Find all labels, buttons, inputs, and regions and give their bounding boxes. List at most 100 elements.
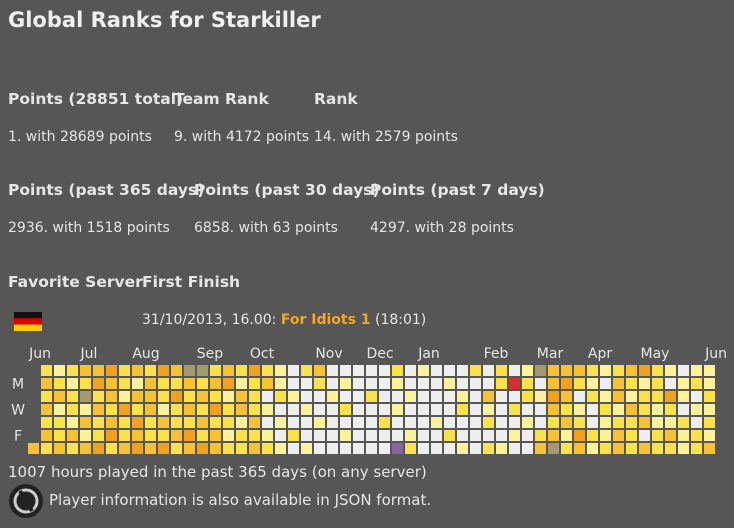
day-cell bbox=[418, 430, 429, 441]
day-cell bbox=[236, 430, 247, 441]
day-cell bbox=[249, 417, 260, 428]
day-cell bbox=[184, 430, 195, 441]
day-cell bbox=[132, 378, 143, 389]
day-cell bbox=[639, 365, 650, 376]
month-label: Dec bbox=[366, 346, 393, 362]
day-cell bbox=[223, 378, 234, 389]
day-cell bbox=[366, 430, 377, 441]
day-cell bbox=[405, 404, 416, 415]
day-cell bbox=[522, 443, 533, 454]
day-cell bbox=[132, 365, 143, 376]
day-cell bbox=[158, 417, 169, 428]
day-cell bbox=[483, 378, 494, 389]
day-cell bbox=[574, 365, 585, 376]
day-cell bbox=[444, 378, 455, 389]
day-cell bbox=[561, 417, 572, 428]
rank-value: 14. with 2579 points bbox=[314, 129, 458, 145]
day-cell bbox=[249, 443, 260, 454]
rank-header: Rank bbox=[314, 90, 358, 108]
day-cell bbox=[288, 430, 299, 441]
day-cell bbox=[93, 365, 104, 376]
section-header: First Finish bbox=[142, 273, 241, 291]
day-cell bbox=[652, 430, 663, 441]
day-cell bbox=[483, 391, 494, 402]
day-cell bbox=[678, 404, 689, 415]
day-cell bbox=[418, 417, 429, 428]
day-cell bbox=[366, 404, 377, 415]
day-cell bbox=[223, 443, 234, 454]
day-cell bbox=[392, 443, 403, 454]
day-cell bbox=[145, 365, 156, 376]
day-cell bbox=[67, 417, 78, 428]
finish-map[interactable]: For Idiots 1 bbox=[280, 312, 371, 328]
day-cell bbox=[444, 391, 455, 402]
day-cell bbox=[171, 404, 182, 415]
rank-header: Points (past 365 days) bbox=[8, 181, 205, 199]
day-cell bbox=[249, 404, 260, 415]
day-cell bbox=[158, 391, 169, 402]
day-cell bbox=[626, 417, 637, 428]
day-cell bbox=[67, 443, 78, 454]
day-cell bbox=[314, 417, 325, 428]
day-cell bbox=[561, 378, 572, 389]
day-cell bbox=[587, 443, 598, 454]
day-cell bbox=[431, 443, 442, 454]
day-cell bbox=[353, 417, 364, 428]
day-cell bbox=[678, 430, 689, 441]
rank-value: 6858. with 63 points bbox=[194, 220, 338, 236]
day-cell bbox=[366, 443, 377, 454]
rank-value: 2936. with 1518 points bbox=[8, 220, 170, 236]
day-cell bbox=[210, 443, 221, 454]
day-cell bbox=[236, 417, 247, 428]
day-cell bbox=[652, 391, 663, 402]
day-cell bbox=[327, 430, 338, 441]
day-cell bbox=[262, 378, 273, 389]
day-cell bbox=[67, 365, 78, 376]
month-label: Jul bbox=[80, 346, 98, 362]
day-cell bbox=[509, 443, 520, 454]
day-cell bbox=[184, 378, 195, 389]
day-cell bbox=[431, 404, 442, 415]
day-cell bbox=[444, 404, 455, 415]
day-cell bbox=[548, 391, 559, 402]
day-cell bbox=[626, 378, 637, 389]
day-cell bbox=[392, 391, 403, 402]
day-cell bbox=[80, 417, 91, 428]
day-cell bbox=[41, 391, 52, 402]
day-cell bbox=[54, 417, 65, 428]
day-cell bbox=[301, 391, 312, 402]
day-cell bbox=[522, 391, 533, 402]
day-cell bbox=[119, 430, 130, 441]
day-cell bbox=[392, 404, 403, 415]
day-cell bbox=[613, 404, 624, 415]
day-cell bbox=[431, 430, 442, 441]
day-cell bbox=[106, 417, 117, 428]
day-cell bbox=[171, 391, 182, 402]
day-cell bbox=[197, 417, 208, 428]
day-cell bbox=[54, 378, 65, 389]
day-cell bbox=[249, 391, 260, 402]
day-cell bbox=[535, 365, 546, 376]
day-cell bbox=[496, 391, 507, 402]
day-cell bbox=[600, 430, 611, 441]
day-cell bbox=[353, 378, 364, 389]
day-cell bbox=[561, 391, 572, 402]
day-cell bbox=[314, 365, 325, 376]
month-label: Feb bbox=[484, 346, 509, 362]
day-cell bbox=[41, 430, 52, 441]
day-cell bbox=[691, 417, 702, 428]
day-cell bbox=[431, 391, 442, 402]
day-cell bbox=[379, 430, 390, 441]
day-cell bbox=[119, 404, 130, 415]
day-cell bbox=[587, 417, 598, 428]
day-cell bbox=[327, 391, 338, 402]
day-cell bbox=[262, 391, 273, 402]
json-icon[interactable] bbox=[8, 483, 44, 519]
title: Global Ranks for Starkiller bbox=[8, 8, 321, 32]
day-cell bbox=[301, 430, 312, 441]
day-cell bbox=[236, 443, 247, 454]
day-cell bbox=[613, 365, 624, 376]
day-cell bbox=[639, 443, 650, 454]
day-cell bbox=[210, 417, 221, 428]
day-cell bbox=[262, 430, 273, 441]
